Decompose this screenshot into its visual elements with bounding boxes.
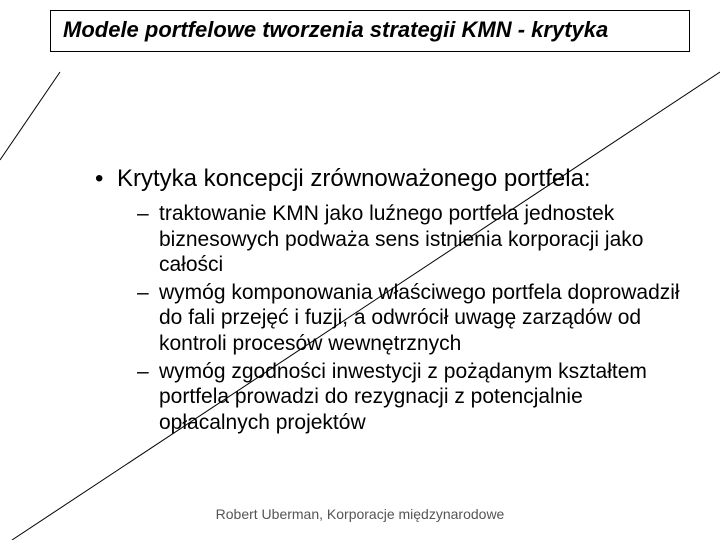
sub-bullet-list: traktowanie KMN jako luźnego portfela je…	[137, 201, 680, 435]
deco-line-1	[0, 72, 60, 160]
list-item: traktowanie KMN jako luźnego portfela je…	[137, 201, 680, 278]
list-item: wymóg komponowania właściwego portfela d…	[137, 280, 680, 357]
footer-text: Robert Uberman, Korporacje międzynarodow…	[0, 506, 720, 522]
slide: Modele portfelowe tworzenia strategii KM…	[0, 0, 720, 540]
slide-title: Modele portfelowe tworzenia strategii KM…	[63, 17, 677, 43]
content-area: Krytyka koncepcji zrównoważonego portfel…	[95, 165, 680, 437]
title-box: Modele portfelowe tworzenia strategii KM…	[50, 10, 690, 52]
list-item: wymóg zgodności inwestycji z pożądanym k…	[137, 359, 680, 436]
main-bullet: Krytyka koncepcji zrównoważonego portfel…	[95, 165, 680, 193]
